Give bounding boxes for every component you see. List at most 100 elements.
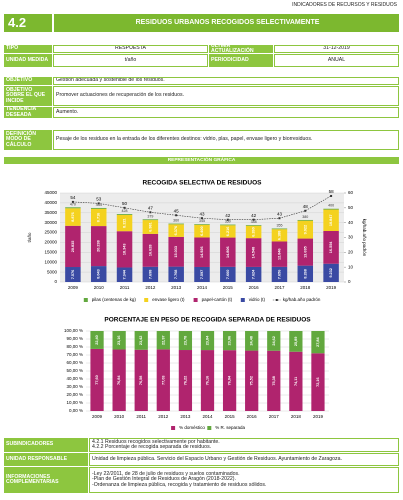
data-label: 23,96 <box>228 336 232 346</box>
line-marker <box>201 217 203 220</box>
bar-segment <box>194 224 210 225</box>
bar-segment <box>289 351 303 411</box>
data-label: 75,38 <box>272 376 276 386</box>
x-tick-label: 2009 <box>92 414 103 419</box>
line-marker <box>71 200 74 203</box>
data-label: 16.628 <box>148 245 152 257</box>
data-label: 6.400 <box>200 226 204 236</box>
table-label: INFORMACIONES COMPLEMENTARIAS <box>4 467 88 493</box>
line-label: 50 <box>122 201 128 206</box>
cell-line: -Ley 22/2011, de 28 de julio de residuos… <box>92 470 240 477</box>
graphic-heading: REPRESENTACIÓN GRÁFICA <box>4 157 399 164</box>
y-tick-label: 10000 <box>44 259 57 264</box>
table-label: UNIDAD RESPONSABLE <box>4 453 88 466</box>
data-label: 72,16 <box>316 377 320 387</box>
legend-label: % R. separada <box>215 425 245 430</box>
table-value: Aumento. <box>53 107 399 118</box>
bar-segment <box>245 225 262 239</box>
x-tick-label: 2009 <box>68 285 79 290</box>
bar-segment <box>297 220 314 239</box>
x-tick-label: 2013 <box>171 285 182 290</box>
x-tick-label: 2017 <box>269 414 280 419</box>
table-value: RESPUESTA <box>53 45 208 53</box>
chart-title: PORCENTAJE EN PESO DE RECOGIDA SEPARADA … <box>104 317 311 324</box>
table-cell: Unidad de limpieza pública. Servicio del… <box>89 453 399 466</box>
legend-label: pilas (centenas de kg) <box>92 297 137 302</box>
bar-segment <box>323 208 339 210</box>
bar-segment <box>178 350 193 411</box>
y2-tick-label: 40 <box>348 220 354 225</box>
bar-segment <box>200 331 215 351</box>
line-marker <box>330 194 333 197</box>
y-tick-label: 30000 <box>44 220 57 225</box>
legend-swatch <box>240 298 245 302</box>
bar-segment <box>323 231 339 264</box>
data-label: 6.216 <box>226 227 230 237</box>
data-label: 15.033 <box>174 246 178 258</box>
bar-segment <box>90 348 104 411</box>
legend-swatch <box>171 426 176 430</box>
legend-label: envase ligero (t) <box>152 297 185 302</box>
table-value: Pesaje de los residuos en la entrada de … <box>53 130 399 150</box>
line-marker <box>97 202 100 205</box>
legend-label: vidrio (t) <box>249 297 266 302</box>
x-tick-label: 2018 <box>291 414 302 419</box>
table-label: OBJETIVO SOBRE EL QUE INCIDE <box>4 86 52 106</box>
y-tick-label: 45000 <box>44 190 57 195</box>
bar-segment <box>323 263 339 282</box>
legend-label: kg/hab.año padrón <box>283 297 321 302</box>
bar-segment <box>90 331 104 349</box>
y-axis-label: t/año <box>27 232 32 243</box>
bar-segment <box>178 331 193 351</box>
bar-segment <box>297 238 314 266</box>
table-label: OBJETIVO <box>4 77 52 85</box>
y-tick-label: 60,00 % <box>66 360 83 365</box>
chart-title: RECOGIDA SELECTIVA DE RESIDUOS <box>143 180 263 187</box>
line-label: 42 <box>251 213 257 218</box>
data-label: 7.344 <box>123 269 127 279</box>
data-label: 20.835 <box>71 241 75 253</box>
data-label: 14.806 <box>226 246 230 258</box>
bar-segment <box>142 219 159 221</box>
y-tick-label: 40000 <box>44 200 57 205</box>
table-label: SUBINDICADORES <box>4 438 88 452</box>
y-tick-label: 50,00 % <box>66 368 83 373</box>
bar-segment <box>271 228 288 230</box>
x-tick-label: 2018 <box>300 285 311 290</box>
data-label: 14.548 <box>252 247 256 259</box>
data-label: 77,03 <box>161 375 165 385</box>
data-label: 470 <box>70 202 76 206</box>
y2-tick-label: 20 <box>348 250 354 255</box>
data-label: 7.656 <box>277 270 281 280</box>
bar-segment <box>220 225 236 238</box>
bar-segment <box>271 266 288 282</box>
data-label: 10.847 <box>329 214 333 226</box>
y-tick-label: 20,00 % <box>66 392 83 397</box>
y-tick-label: 90,00 % <box>66 336 83 341</box>
bar-segment <box>112 349 126 411</box>
bar-segment <box>90 207 107 209</box>
line-marker <box>304 209 307 212</box>
bar-segment <box>222 331 237 351</box>
bar-segment <box>267 331 281 351</box>
x-tick-label: 2013 <box>180 414 191 419</box>
y-tick-label: 30,00 % <box>66 384 83 389</box>
x-tick-label: 2012 <box>158 414 169 419</box>
y-tick-label: 35000 <box>44 210 57 215</box>
y2-tick-label: 30 <box>348 235 354 240</box>
bar-segment <box>194 237 210 267</box>
x-tick-label: 2015 <box>225 414 236 419</box>
data-label: 13.695 <box>303 246 307 258</box>
y-tick-label: 100,00 % <box>64 328 83 333</box>
data-label: 24,48 <box>250 336 254 346</box>
x-tick-label: 2019 <box>313 414 324 419</box>
y-tick-label: 15000 <box>44 250 57 255</box>
y-tick-label: 0,00 % <box>69 408 83 413</box>
data-label: 7.768 <box>174 270 178 280</box>
data-label: 428 <box>122 209 128 213</box>
cell-line: 4.2.1 Residuos recogidos selectivamente … <box>92 438 220 445</box>
line-marker <box>123 206 126 209</box>
line-marker <box>175 214 178 217</box>
line-label: 47 <box>148 205 154 210</box>
